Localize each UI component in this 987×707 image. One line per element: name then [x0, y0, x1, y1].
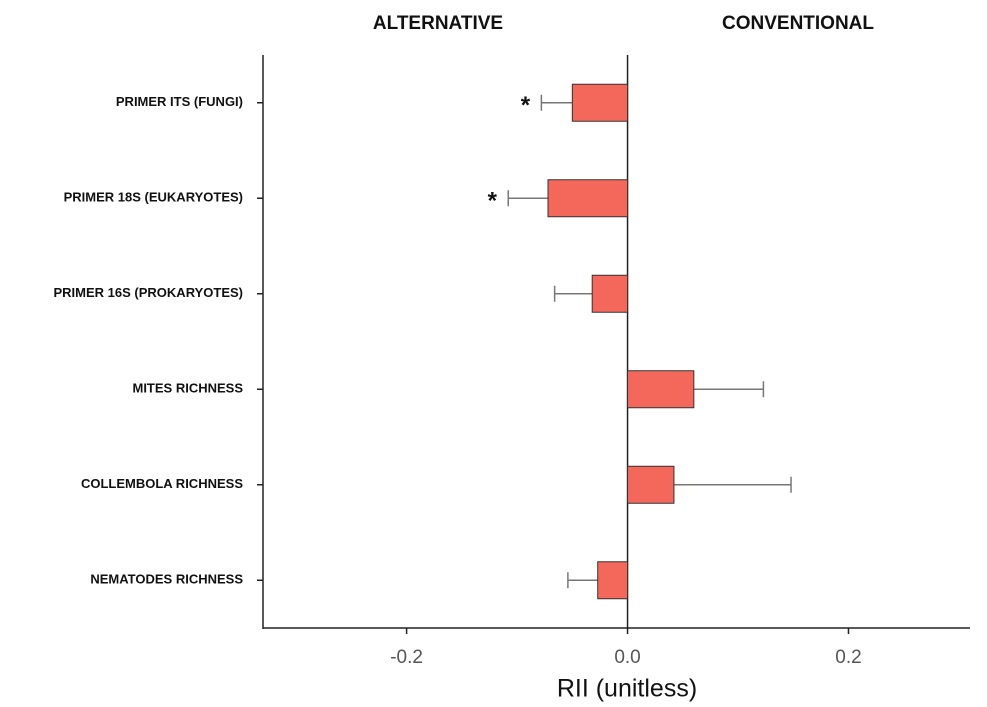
significance-mark: * — [488, 188, 498, 215]
bar — [571, 83, 629, 122]
bar — [547, 179, 629, 218]
left-header: ALTERNATIVE — [373, 13, 503, 34]
right-header: CONVENTIONAL — [722, 13, 874, 34]
bar — [597, 561, 629, 600]
y-tick-label: PRIMER ITS (FUNGI) — [116, 94, 243, 109]
x-tick-label: 0.2 — [835, 647, 861, 668]
x-tick-label: -0.2 — [390, 647, 423, 668]
x-axis-label: RII (unitless) — [557, 675, 697, 703]
y-tick-label: COLLEMBOLA RICHNESS — [81, 476, 243, 491]
bar — [627, 465, 675, 504]
bar — [591, 274, 629, 313]
x-tick-label: 0.0 — [614, 647, 640, 668]
significance-mark: * — [521, 92, 531, 119]
y-tick-label: PRIMER 18S (EUKARYOTES) — [64, 190, 243, 205]
bar — [627, 370, 695, 409]
y-tick-label: NEMATODES RICHNESS — [90, 572, 243, 587]
y-tick-label: PRIMER 16S (PROKARYOTES) — [54, 285, 244, 300]
y-tick-label: MITES RICHNESS — [132, 381, 243, 396]
